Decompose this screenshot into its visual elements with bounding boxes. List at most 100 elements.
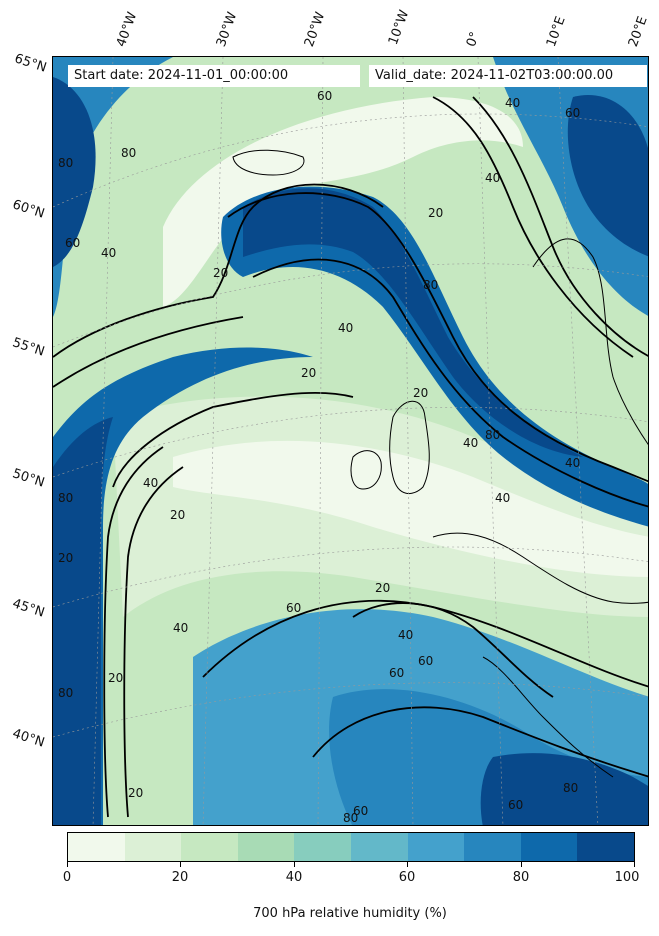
contour-line [53, 183, 384, 358]
contour-label: 40 [485, 171, 500, 185]
contour-label: 60 [65, 236, 80, 250]
contour-label: 80 [343, 811, 358, 825]
contour-label: 40 [101, 246, 116, 260]
contour-label: 20 [170, 508, 185, 522]
contour-line [312, 706, 648, 778]
coastlines [232, 149, 648, 778]
contour-line [352, 602, 554, 698]
lon-label-20e: 20°E [625, 14, 651, 50]
contour-label: 20 [413, 386, 428, 400]
contour-label: 20 [108, 671, 123, 685]
contour-label: 40 [505, 96, 520, 110]
southern-darkest [480, 753, 648, 825]
humidity-map: 60 40 60 80 40 20 80 60 40 20 20 40 80 2… [52, 56, 649, 826]
colorbar-tick [407, 862, 408, 867]
contour-label: 60 [565, 106, 580, 120]
map-canvas: 60 40 60 80 40 20 80 60 40 20 20 40 80 2… [53, 57, 648, 825]
contour-label: 40 [463, 436, 478, 450]
lat-label-55n: 55°N [10, 335, 47, 360]
coastline-ireland [350, 450, 382, 490]
contour-line [53, 316, 244, 388]
contour-label: 20 [428, 206, 443, 220]
contour-line [472, 96, 648, 357]
colorbar-title: 700 hPa relative humidity (%) [253, 906, 447, 921]
colorbar-segment [68, 833, 125, 861]
contour-label: 40 [143, 476, 158, 490]
colorbar-tick [294, 862, 295, 867]
contour-label: 40 [495, 491, 510, 505]
colorbar-segment [520, 833, 578, 861]
contour-label: 20 [213, 266, 228, 280]
contour-line [227, 192, 648, 483]
valid-date-label: Valid_date: 2024-11-02T03:00:00.00 [369, 65, 647, 87]
contour-label: 60 [317, 89, 332, 103]
lat-label-40n: 40°N [10, 726, 47, 751]
colorbar-segment [181, 833, 238, 861]
lat-label-65n: 65°N [12, 51, 49, 76]
contour-label: 80 [423, 278, 438, 292]
graticule [53, 57, 648, 825]
colorbar-tick [634, 862, 635, 867]
colorbar-segment [577, 833, 634, 861]
colorbar [67, 832, 635, 862]
graticule-line [53, 682, 648, 738]
coastline-scandinavia [532, 238, 648, 445]
graticule-line [557, 57, 599, 825]
contour-label: 80 [58, 686, 73, 700]
northeast-core [567, 95, 648, 257]
graticule-line [92, 57, 114, 825]
lon-label-40w: 40°W [113, 10, 141, 49]
contour-label: 60 [286, 601, 301, 615]
contour-label: 60 [353, 804, 368, 818]
contour-label: 20 [375, 581, 390, 595]
colorbar-tick-label: 20 [171, 870, 189, 885]
coastline-iberia [482, 656, 614, 778]
colorbar-segment [124, 833, 182, 861]
contour-label: 40 [398, 628, 413, 642]
colorbar-segment [407, 833, 465, 861]
lat-label-60n: 60°N [10, 197, 47, 222]
contour-label: 80 [58, 491, 73, 505]
west-core [53, 417, 113, 825]
colorbar-tick-label: 60 [398, 870, 416, 885]
colorbar-segment [294, 833, 351, 861]
contour-label: 80 [563, 781, 578, 795]
start-date-label: Start date: 2024-11-01_00:00:00 [68, 65, 360, 87]
contour-label: 80 [58, 156, 73, 170]
colorbar-tick [521, 862, 522, 867]
contour-label: 60 [389, 666, 404, 680]
very-dry-zone [173, 440, 648, 577]
central-moist-core [243, 188, 583, 457]
lon-label-0: 0° [463, 29, 484, 49]
graticule-line [402, 57, 414, 825]
coastline-britain [389, 400, 430, 495]
contour-label: 20 [128, 786, 143, 800]
northwest-core [53, 77, 96, 267]
lon-label-20w: 20°W [301, 10, 329, 49]
contour-label: 40 [565, 456, 580, 470]
graticule-line [53, 546, 648, 608]
graticule-line [202, 57, 224, 825]
contour-label: 20 [301, 366, 316, 380]
contour-label: 60 [418, 654, 433, 668]
contour-line [432, 96, 634, 358]
graticule-line [53, 263, 648, 348]
contour-line [252, 258, 648, 508]
contour-lines [53, 96, 648, 818]
contour-label: 60 [508, 798, 523, 812]
lat-label-50n: 50°N [10, 466, 47, 491]
contour-label: 20 [58, 551, 73, 565]
lon-label-30w: 30°W [213, 10, 241, 49]
contour-label: 80 [121, 146, 136, 160]
northern-dry-arc [163, 97, 523, 307]
lon-label-10e: 10°E [543, 14, 569, 50]
colorbar-tick [67, 862, 68, 867]
coastline-iceland [232, 149, 305, 176]
lon-label-10w: 10°W [385, 8, 413, 47]
colorbar-segment [350, 833, 408, 861]
colorbar-tick-label: 0 [62, 870, 72, 885]
contour-label: 40 [338, 321, 353, 335]
graticule-line [53, 113, 648, 208]
colorbar-segment [237, 833, 295, 861]
colorbar-tick-label: 40 [285, 870, 303, 885]
